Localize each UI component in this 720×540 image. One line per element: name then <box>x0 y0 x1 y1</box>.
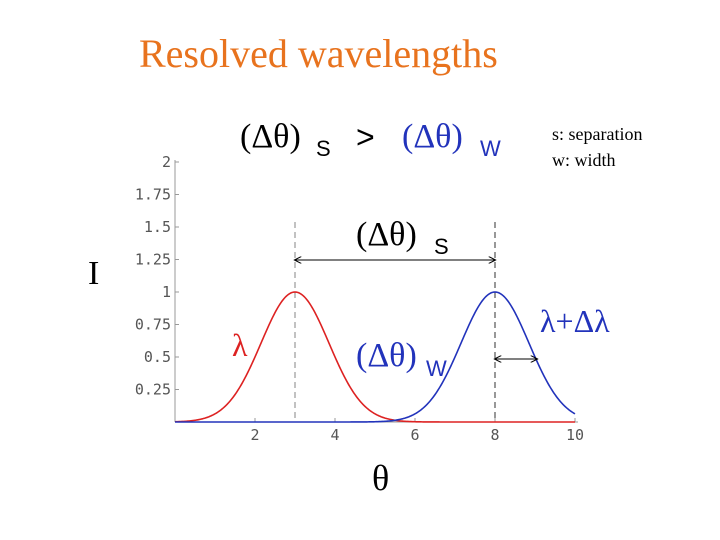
x-tick-label: 4 <box>330 426 339 444</box>
y-axis-label: I <box>88 255 99 292</box>
x-tick-label: 2 <box>250 426 259 444</box>
y-tick-label: 1.25 <box>135 251 171 269</box>
series-label-lambda: λ <box>232 327 248 363</box>
separation-label-sub: S <box>434 234 449 259</box>
slide-title: Resolved wavelengths <box>139 31 498 76</box>
separation-label: (Δθ) <box>356 216 417 253</box>
x-ticks: 2 4 6 8 10 <box>250 418 584 444</box>
legend-separation: s: separation <box>552 124 643 144</box>
series-label-lambda-plus: λ+Δλ <box>540 303 610 339</box>
y-tick-label: 2 <box>162 153 171 171</box>
x-tick-label: 10 <box>566 426 584 444</box>
y-ticks: 0.25 0.5 0.75 1 1.25 1.5 1.75 2 <box>135 153 179 399</box>
y-tick-label: 0.5 <box>144 348 171 366</box>
legend-width: w: width <box>552 150 616 170</box>
width-label: (Δθ) <box>356 337 417 374</box>
curve-lambda <box>174 291 575 423</box>
comparison-right-sub: W <box>480 136 501 161</box>
y-tick-label: 1.5 <box>144 218 171 236</box>
comparison-left: (Δθ) <box>240 118 301 155</box>
y-tick-label: 1.75 <box>135 186 171 204</box>
comparison-left-sub: S <box>316 136 331 161</box>
width-label-sub: W <box>426 356 447 381</box>
x-tick-label: 6 <box>410 426 419 444</box>
y-tick-label: 0.75 <box>135 316 171 334</box>
comparison-operator: > <box>356 119 375 155</box>
comparison-right: (Δθ) <box>402 118 463 155</box>
legend: s: separation w: width <box>552 121 642 173</box>
x-tick-label: 8 <box>490 426 499 444</box>
x-axis-label: θ <box>372 458 389 498</box>
curve-lambda-plus <box>175 291 576 423</box>
y-tick-label: 1 <box>162 283 171 301</box>
y-tick-label: 0.25 <box>135 381 171 399</box>
